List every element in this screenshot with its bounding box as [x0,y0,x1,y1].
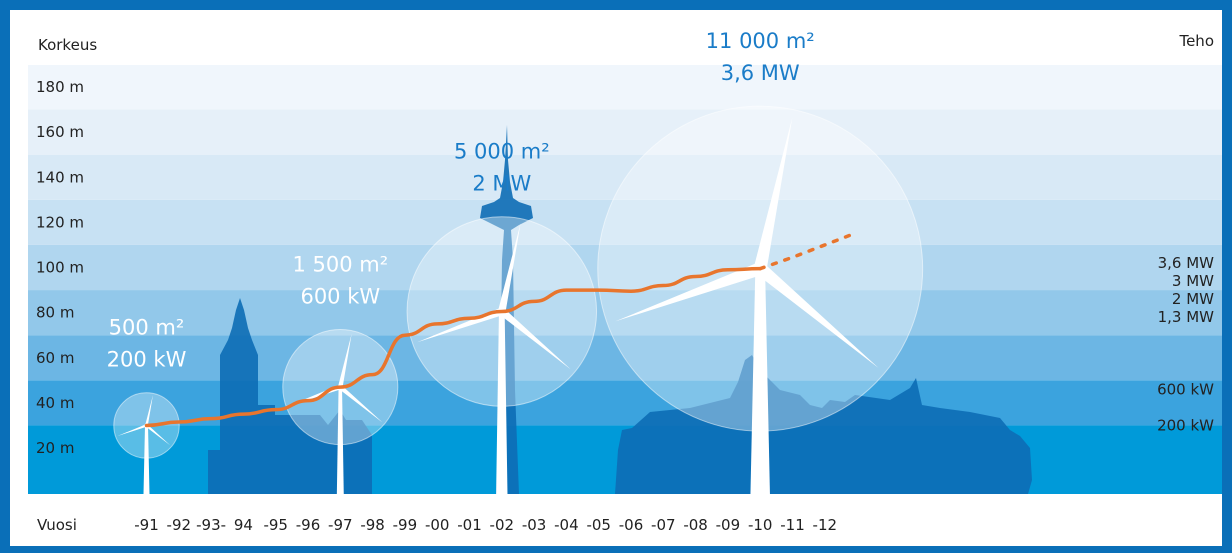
year-tick-label: -00 [425,516,450,534]
turbine-power-label: 600 kW [300,285,380,309]
turbine-area-label: 500 m² [109,316,185,340]
height-band [28,65,1222,110]
rotor-blade [615,262,763,322]
y-tick-label: 180 m [36,78,84,96]
projection-line [758,230,859,271]
year-tick-label: -09 [716,516,741,534]
power-tick-label: 2 MW [1172,290,1214,308]
power-tick-label: 1,3 MW [1158,308,1215,326]
wind-turbine-growth-chart: Korkeus Teho Vuosi 20 m 40 m 60 m 80 m 100 m… [28,29,1222,534]
year-tick-label: -92 [167,516,192,534]
year-tick-label: -01 [457,516,482,534]
turbine-annotations: 500 m² 200 kW 1 500 m² 600 kW 5 000 m² 2 MW 11… [107,29,815,372]
y-tick-label: 160 m [36,123,84,141]
year-tick-label: 94 [234,516,253,534]
year-tick-label: -08 [683,516,708,534]
power-tick-label: 600 kW [1157,380,1214,398]
year-tick-label: -93- [196,516,226,534]
turbine-power-label: 200 kW [107,348,187,372]
height-band [28,109,1222,155]
power-tick-labels: 200 kW 600 kW 1,3 MW2 MW3 MW3,6 MW [1157,254,1214,434]
rotor-blade [117,424,147,437]
silhouette [208,298,372,494]
year-tick-label: -12 [813,516,838,534]
y-tick-label: 80 m [36,304,74,322]
rotor-blade [145,395,153,426]
rotor-blade [753,117,793,270]
height-bands [28,65,1222,494]
y-right-axis-title: Teho [1178,32,1214,50]
year-tick-label: -03 [522,516,547,534]
turbine-tower [750,268,770,494]
year-tick-label: -02 [490,516,515,534]
y-tick-label: 100 m [36,259,84,277]
height-band [28,290,1222,336]
height-band [28,244,1222,291]
axis-labels: Korkeus Teho Vuosi [37,32,1214,534]
year-tick-label: -91 [134,516,159,534]
year-tick-label: -96 [296,516,321,534]
power-tick-label: 3 MW [1172,272,1214,290]
rotor-blade [338,385,383,423]
silhouette [615,355,1032,494]
rotor-blade [499,308,571,370]
rotor-blade [498,223,521,313]
turbine-tower [496,311,508,494]
year-tick-label: -98 [360,516,385,534]
y-tick-label: 20 m [36,439,74,457]
hub-height-series [144,230,859,428]
year-tick-label: -05 [586,516,611,534]
height-band [28,154,1222,200]
y-tick-label: 120 m [36,213,84,231]
turbine-power-label: 3,6 MW [721,61,800,85]
hub-height-line [144,266,762,428]
year-tick-label: -06 [619,516,644,534]
year-tick-label: -04 [554,516,579,534]
y-tick-label: 40 m [36,394,74,412]
power-tick-label: 200 kW [1157,416,1214,434]
turbine-tower [143,425,150,494]
year-tick-label: -97 [328,516,353,534]
y-tick-label: 60 m [36,349,74,367]
turbine-area-label: 5 000 m² [454,140,550,164]
year-tick-label: -11 [780,516,805,534]
turbine-tower [336,387,344,494]
year-tick-labels: -91 -92 -93- 94 -95 -96 -97 -98 -99 -00 -01 -02 -03-… [134,516,837,534]
x-axis-title: Vuosi [37,516,77,534]
turbine-area-label: 11 000 m² [706,29,815,53]
year-tick-label: -10 [748,516,773,534]
rotor-blade [756,263,879,368]
y-tick-labels: 20 m 40 m 60 m 80 m 100 m 120 m 140 m 160 m 180 … [36,78,84,457]
turbine-area-label: 1 500 m² [292,253,388,277]
turbine-power-label: 2 MW [472,172,531,196]
y-tick-label: 140 m [36,168,84,186]
year-tick-label: -95 [263,516,288,534]
chart-frame: Korkeus Teho Vuosi 20 m 40 m 60 m 80 m 100 m… [10,10,1222,546]
height-band [28,199,1222,245]
y-left-axis-title: Korkeus [38,36,97,54]
year-tick-label: -07 [651,516,676,534]
rotor-blade [338,333,352,388]
power-tick-label: 3,6 MW [1158,254,1215,272]
rotor-blade [145,424,171,446]
year-tick-label: -99 [393,516,418,534]
